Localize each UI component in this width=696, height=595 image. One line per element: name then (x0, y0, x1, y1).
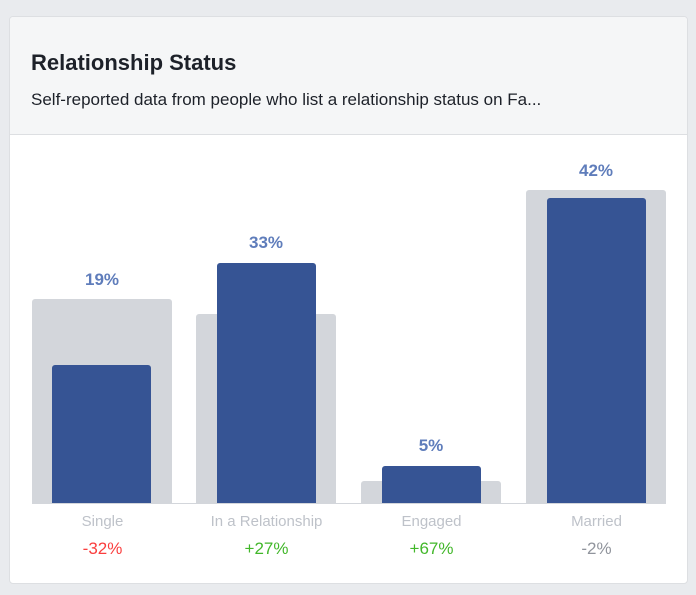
card-subtitle: Self-reported data from people who list … (31, 90, 542, 109)
change-label-in-a-relationship: +27% (244, 539, 289, 558)
chart-baseline (32, 503, 666, 504)
change-label-married: -2% (581, 539, 612, 558)
change-label-engaged: +67% (409, 539, 454, 558)
category-label-in-a-relationship: In a Relationship (210, 513, 323, 530)
value-label-engaged: 5% (418, 436, 444, 455)
category-label-married: Married (571, 513, 622, 530)
category-label-engaged: Engaged (401, 513, 462, 530)
value-label-married: 42% (578, 161, 614, 180)
card-title: Relationship Status (31, 50, 237, 75)
card-header: Relationship Status Self-reported data f… (10, 17, 687, 135)
bar-single[interactable] (52, 365, 151, 503)
category-label-single: Single (81, 513, 124, 530)
value-label-single: 19% (84, 270, 120, 289)
bar-engaged[interactable] (382, 466, 481, 503)
bar-married[interactable] (547, 198, 646, 503)
bar-in-a-relationship[interactable] (217, 263, 316, 503)
change-label-single: -32% (82, 539, 123, 558)
value-label-in-a-relationship: 33% (248, 233, 284, 252)
